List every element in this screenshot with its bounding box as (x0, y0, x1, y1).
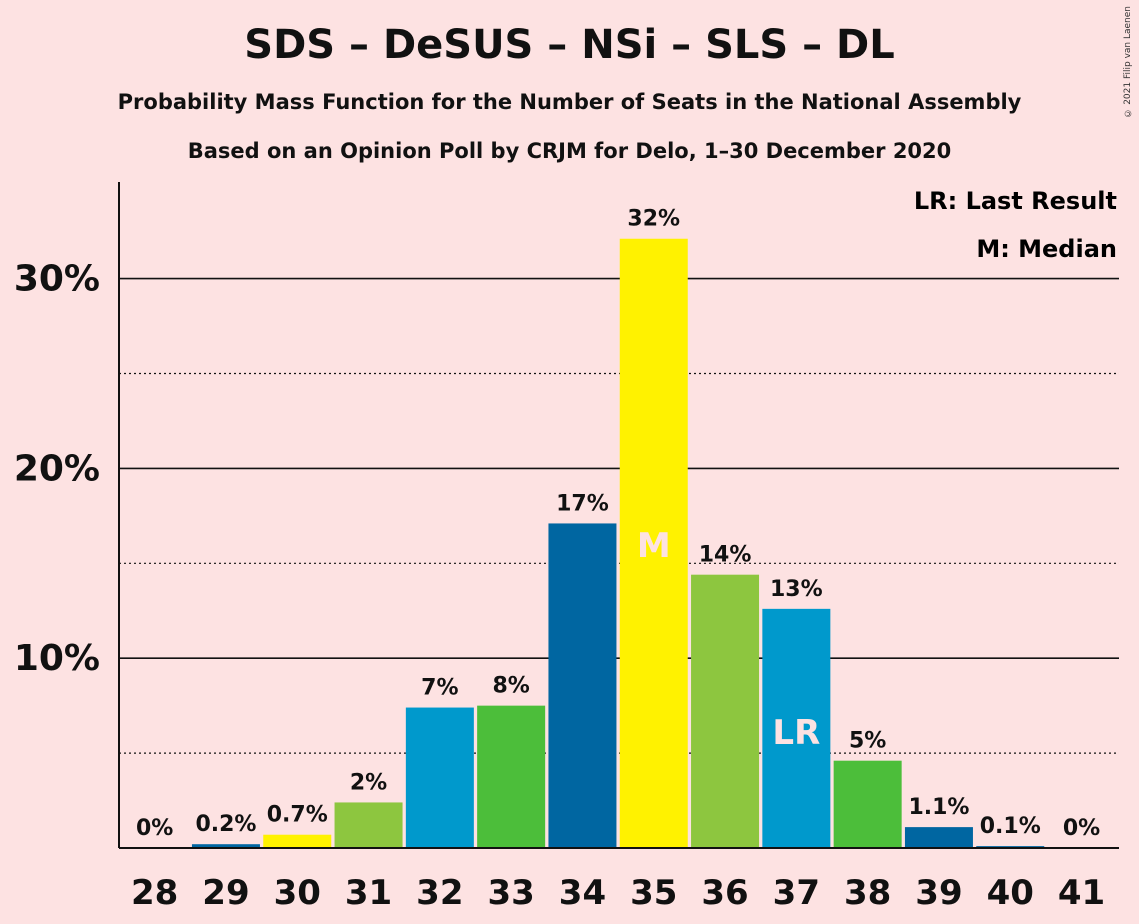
x-tick-label-40: 40 (987, 873, 1034, 913)
data-label-38: 5% (849, 729, 886, 754)
x-tick-label-33: 33 (487, 873, 534, 913)
bar-seats-30 (263, 834, 332, 848)
data-label-39: 1.1% (908, 795, 969, 820)
x-tick-label-28: 28 (131, 873, 178, 913)
data-label-28: 0% (136, 816, 173, 841)
bar-seats-33 (477, 705, 546, 848)
x-tick-label-32: 32 (416, 873, 463, 913)
legend-last-result: LR: Last Result (914, 187, 1117, 215)
data-label-29: 0.2% (195, 812, 256, 837)
marker-lr: LR (772, 713, 820, 753)
data-label-36: 14% (699, 543, 752, 568)
x-tick-label-36: 36 (701, 873, 748, 913)
bar-seats-29 (191, 844, 260, 848)
x-tick-label-31: 31 (345, 873, 392, 913)
data-label-40: 0.1% (980, 814, 1041, 839)
legend-median: M: Median (976, 235, 1117, 263)
data-label-30: 0.7% (267, 803, 328, 828)
data-label-31: 2% (350, 770, 387, 795)
chart-subtitle-1: Probability Mass Function for the Number… (117, 90, 1022, 114)
chart-title: SDS – DeSUS – NSi – SLS – DL (244, 22, 895, 68)
x-tick-label-34: 34 (559, 873, 606, 913)
x-tick-label-30: 30 (274, 873, 321, 913)
x-tick-label-35: 35 (630, 873, 677, 913)
bar-seats-31 (334, 802, 403, 848)
chart-subtitle-2: Based on an Opinion Poll by CRJM for Del… (187, 139, 952, 163)
y-tick-label: 20% (14, 448, 100, 489)
data-label-33: 8% (492, 674, 529, 699)
bar-seats-36 (691, 574, 760, 848)
x-tick-label-29: 29 (202, 873, 249, 913)
bar-seats-38 (833, 760, 902, 848)
bar-seats-39 (904, 827, 973, 848)
data-label-41: 0% (1063, 816, 1100, 841)
data-label-34: 17% (556, 491, 609, 516)
x-tick-label-38: 38 (844, 873, 891, 913)
y-tick-label: 10% (14, 638, 100, 679)
bar-seats-34 (548, 523, 617, 848)
bar-seats-37 (762, 608, 831, 848)
x-tick-label-37: 37 (773, 873, 820, 913)
data-label-35: 32% (627, 207, 680, 232)
x-tick-label-41: 41 (1058, 873, 1105, 913)
y-tick-label: 30% (14, 259, 100, 300)
marker-m: M (637, 526, 671, 566)
bar-seats-35 (619, 238, 688, 848)
bar-seats-32 (405, 707, 474, 848)
data-label-32: 7% (421, 676, 458, 701)
data-label-37: 13% (770, 577, 823, 602)
x-tick-label-39: 39 (915, 873, 962, 913)
